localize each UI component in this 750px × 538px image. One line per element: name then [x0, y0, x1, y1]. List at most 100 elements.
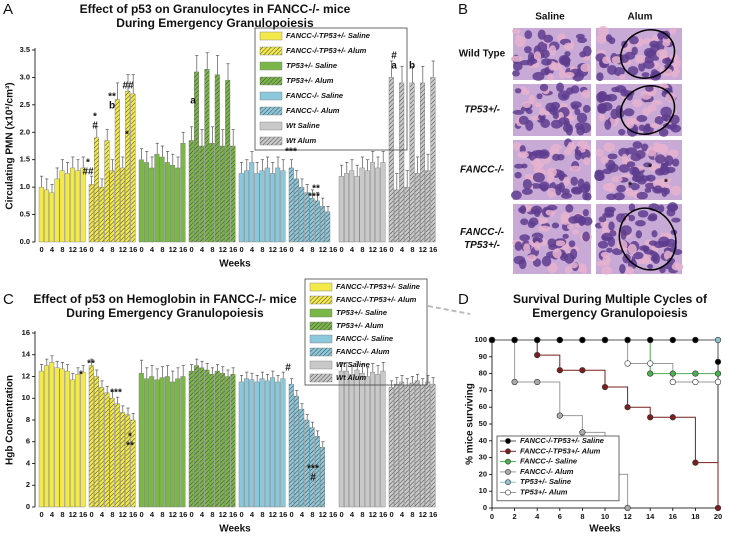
cell-nucleus — [512, 28, 521, 35]
survival-point — [669, 336, 676, 344]
x-tick-label: 4 — [250, 245, 255, 254]
cell-nucleus — [601, 266, 612, 275]
legend-label: FANCC-/- Alum — [336, 347, 390, 356]
x-tick-label: 8 — [110, 245, 114, 254]
survival-point — [534, 336, 541, 344]
cell-nucleus — [558, 68, 565, 79]
annotation: # — [310, 473, 316, 484]
row-label: FANCC-/- — [460, 227, 505, 238]
x-tick-label: 12 — [119, 245, 127, 254]
bar — [344, 173, 350, 243]
cell-nucleus — [629, 166, 637, 175]
bar — [364, 170, 370, 243]
cell-nucleus — [583, 157, 591, 166]
legend-swatch — [309, 321, 333, 331]
cell-nucleus — [603, 142, 616, 152]
annotation: ## — [122, 81, 134, 92]
cell-nucleus — [628, 203, 636, 212]
bar — [114, 403, 120, 508]
cell-nucleus — [661, 114, 672, 121]
bar — [238, 381, 244, 508]
cell-nucleus — [651, 230, 658, 238]
bar — [314, 436, 320, 508]
annotation: # — [92, 121, 98, 132]
cell-nucleus — [514, 88, 522, 94]
survival-point — [556, 412, 563, 419]
x-tick-label: 4 — [350, 510, 355, 519]
bar — [230, 374, 236, 508]
cell-nucleus — [541, 58, 552, 66]
cell-nucleus — [563, 71, 575, 79]
legend-label: Wt Saline — [336, 360, 370, 369]
bar — [425, 170, 431, 243]
x-tick-label: 4 — [300, 245, 305, 254]
cell-nucleus — [546, 187, 557, 198]
x-tick-label: 4 — [350, 245, 355, 254]
cell-nucleus — [550, 143, 562, 151]
y-tick-label: 12 — [22, 371, 30, 380]
survival-point — [511, 336, 518, 344]
histology-image — [594, 202, 684, 275]
y-tick-label: 16 — [22, 328, 30, 337]
cell-nucleus — [562, 188, 570, 196]
bar — [109, 398, 115, 508]
bar — [143, 378, 149, 508]
cell-nucleus — [653, 185, 663, 193]
cell-nucleus — [512, 70, 520, 77]
cell-nucleus — [625, 147, 638, 155]
annotation: ** — [312, 184, 320, 195]
legend-marker — [505, 438, 511, 444]
survival-point — [692, 378, 699, 386]
cell-nucleus — [569, 165, 582, 172]
cell-nucleus — [549, 45, 557, 56]
cell-nucleus — [541, 255, 552, 267]
cell-nucleus — [672, 158, 680, 167]
image-mark: * — [664, 178, 668, 189]
cell-nucleus — [607, 153, 618, 160]
bar — [49, 192, 55, 243]
bar — [54, 367, 60, 508]
bar — [249, 379, 255, 508]
bar — [54, 178, 60, 243]
x-tick-label: 12 — [269, 245, 277, 254]
bar — [304, 192, 310, 243]
x-tick-label: 16 — [129, 245, 137, 254]
cell-nucleus — [663, 187, 670, 195]
survival-point — [579, 367, 586, 374]
bar — [119, 412, 125, 508]
cell-nucleus — [534, 102, 542, 108]
survival-point — [579, 336, 586, 344]
cell-nucleus — [641, 72, 650, 78]
cell-nucleus — [563, 42, 575, 51]
cell-nucleus — [598, 216, 607, 223]
survival-point — [647, 360, 654, 367]
cell-nucleus — [664, 155, 674, 166]
x-tick-label: 8 — [160, 245, 164, 254]
legend-label: FANCC-/-TP53+/- Alum — [336, 295, 417, 304]
bar — [409, 82, 415, 243]
cell-nucleus — [654, 154, 666, 164]
survival-point — [714, 358, 722, 365]
x-tick-label: 12 — [169, 510, 177, 519]
cell-nucleus — [645, 85, 654, 92]
y-tick-label: 10 — [479, 486, 487, 495]
cell-nucleus — [635, 54, 646, 64]
x-tick-label: 12 — [419, 245, 427, 254]
bar — [375, 167, 381, 243]
legend-swatch — [259, 121, 283, 131]
annotation: a — [391, 61, 397, 72]
x-tick-label: 0 — [340, 510, 344, 519]
y-tick-label: 3.5 — [20, 45, 30, 54]
bar — [388, 77, 394, 243]
survival-point — [601, 383, 609, 391]
chart-title: Effect of p53 on Granulocytes in FANCC-/… — [80, 2, 351, 16]
cell-nucleus — [533, 51, 542, 61]
cell-nucleus — [577, 37, 588, 44]
survival-point — [556, 367, 563, 374]
x-tick-label: 4 — [150, 510, 155, 519]
bar — [169, 381, 175, 508]
legend-box — [254, 27, 408, 151]
cell-nucleus — [570, 85, 580, 94]
survival-point — [624, 404, 631, 411]
